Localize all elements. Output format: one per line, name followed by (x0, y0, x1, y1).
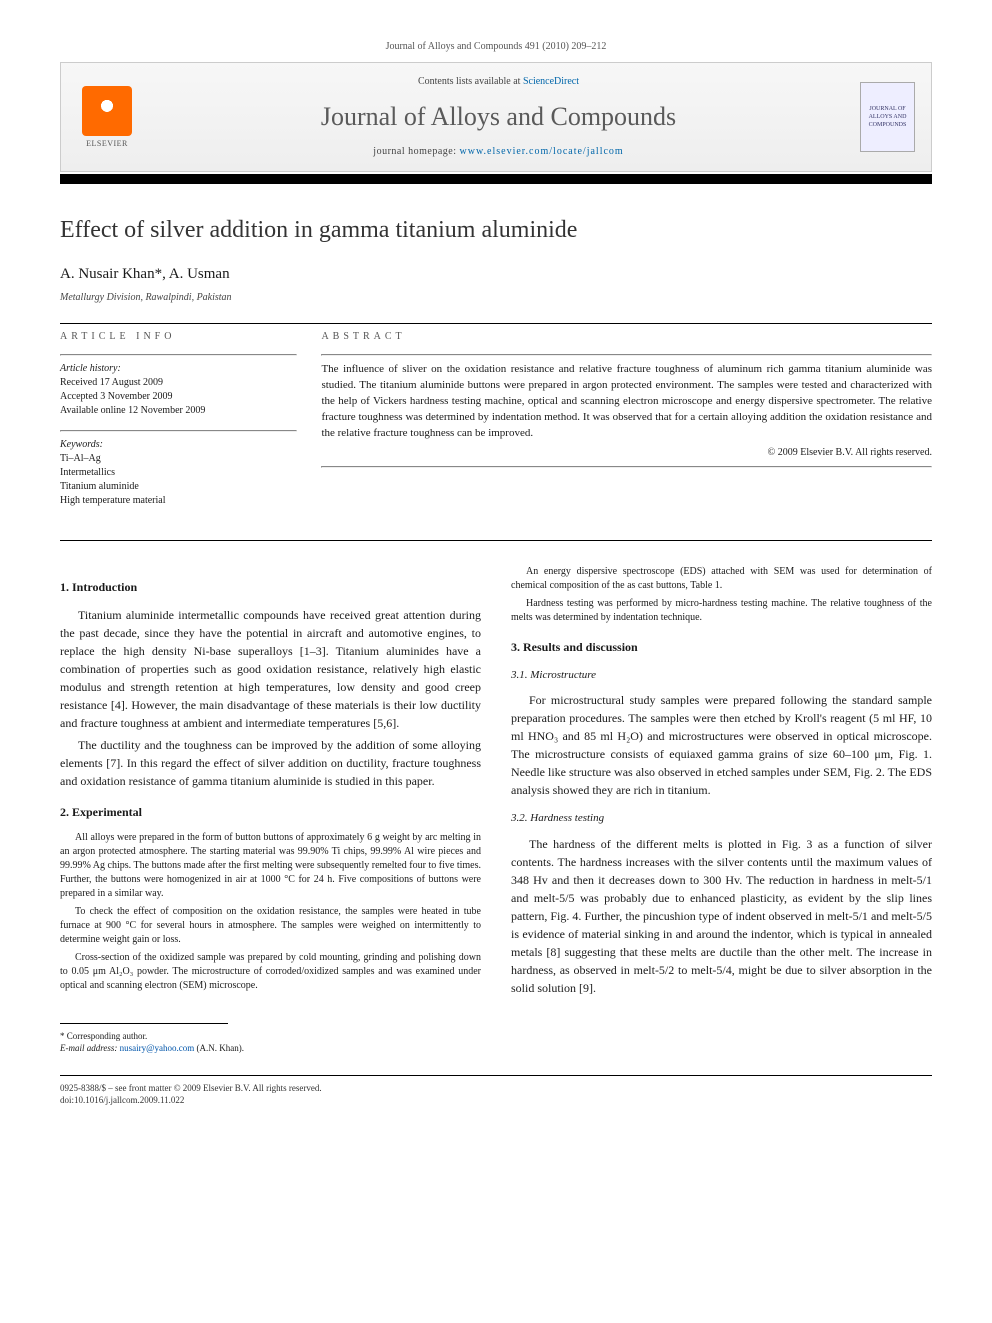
paragraph: Cross-section of the oxidized sample was… (60, 951, 481, 993)
section-heading: 3. Results and discussion (511, 639, 932, 656)
right-column: An energy dispersive spectroscope (EDS) … (511, 565, 932, 1055)
contents-line: Contents lists available at ScienceDirec… (153, 75, 844, 89)
divider (60, 323, 932, 324)
affiliation: Metallurgy Division, Rawalpindi, Pakista… (60, 291, 932, 305)
article-info-column: ARTICLE INFO Article history: Received 1… (60, 330, 297, 520)
abstract-text: The influence of sliver on the oxidation… (321, 362, 932, 442)
subsection-heading: 3.1. Microstructure (511, 668, 932, 683)
masthead: ELSEVIER Contents lists available at Sci… (60, 62, 932, 172)
bottom-bar: 0925-8388/$ – see front matter © 2009 El… (60, 1075, 932, 1107)
info-heading: ARTICLE INFO (60, 330, 297, 344)
publisher-name: ELSEVIER (86, 138, 128, 149)
paragraph: To check the effect of composition on th… (60, 905, 481, 947)
keyword: Titanium aluminide (60, 480, 297, 494)
divider (60, 430, 297, 432)
paragraph: All alloys were prepared in the form of … (60, 831, 481, 901)
abstract-column: ABSTRACT The influence of sliver on the … (321, 330, 932, 520)
doi-line: doi:10.1016/j.jallcom.2009.11.022 (60, 1094, 932, 1107)
received-date: Received 17 August 2009 (60, 376, 297, 390)
history-label: Article history: (60, 362, 297, 376)
journal-title: Journal of Alloys and Compounds (153, 99, 844, 135)
publisher-logo: ELSEVIER (77, 82, 137, 152)
section-heading: 2. Experimental (60, 804, 481, 821)
section-heading: 1. Introduction (60, 579, 481, 596)
paragraph: For microstructural study samples were p… (511, 691, 932, 799)
abstract-copyright: © 2009 Elsevier B.V. All rights reserved… (321, 446, 932, 460)
keywords-label: Keywords: (60, 438, 297, 452)
journal-cover-thumbnail: JOURNAL OF ALLOYS AND COMPOUNDS (860, 82, 915, 152)
footnote-separator (60, 1023, 228, 1024)
corresponding-author: * Corresponding author. (60, 1030, 481, 1043)
journal-reference: Journal of Alloys and Compounds 491 (201… (60, 40, 932, 54)
footnote-block: * Corresponding author. E-mail address: … (60, 1030, 481, 1055)
left-column: 1. Introduction Titanium aluminide inter… (60, 565, 481, 1055)
paragraph: An energy dispersive spectroscope (EDS) … (511, 565, 932, 593)
email-suffix: (A.N. Khan). (194, 1043, 244, 1053)
accepted-date: Accepted 3 November 2009 (60, 390, 297, 404)
divider (321, 466, 932, 468)
contents-prefix: Contents lists available at (418, 76, 523, 87)
email-label: E-mail address: (60, 1043, 120, 1053)
keyword: Intermetallics (60, 466, 297, 480)
email-link[interactable]: nusairy@yahoo.com (120, 1043, 195, 1053)
page: Journal of Alloys and Compounds 491 (201… (0, 0, 992, 1147)
online-date: Available online 12 November 2009 (60, 404, 297, 418)
elsevier-tree-icon (82, 86, 132, 136)
homepage-line: journal homepage: www.elsevier.com/locat… (153, 145, 844, 159)
divider (321, 354, 932, 356)
email-line: E-mail address: nusairy@yahoo.com (A.N. … (60, 1042, 481, 1055)
abstract-heading: ABSTRACT (321, 330, 932, 344)
keywords-block: Keywords: Ti–Al–Ag Intermetallics Titani… (60, 438, 297, 508)
masthead-center: Contents lists available at ScienceDirec… (153, 75, 844, 159)
info-abstract-row: ARTICLE INFO Article history: Received 1… (60, 330, 932, 520)
homepage-link[interactable]: www.elsevier.com/locate/jallcom (460, 146, 624, 157)
divider (60, 540, 932, 541)
paragraph: The hardness of the different melts is p… (511, 835, 932, 997)
divider-bar (60, 174, 932, 184)
authors: A. Nusair Khan*, A. Usman (60, 264, 932, 285)
divider (60, 354, 297, 356)
article-title: Effect of silver addition in gamma titan… (60, 214, 932, 248)
article-history: Article history: Received 17 August 2009… (60, 362, 297, 418)
body-columns: 1. Introduction Titanium aluminide inter… (60, 565, 932, 1055)
paragraph: The ductility and the toughness can be i… (60, 736, 481, 790)
keyword: High temperature material (60, 494, 297, 508)
paragraph: Titanium aluminide intermetallic compoun… (60, 606, 481, 732)
issn-line: 0925-8388/$ – see front matter © 2009 El… (60, 1082, 932, 1095)
sciencedirect-link[interactable]: ScienceDirect (523, 76, 579, 87)
keyword: Ti–Al–Ag (60, 452, 297, 466)
paragraph: Hardness testing was performed by micro-… (511, 597, 932, 625)
homepage-prefix: journal homepage: (373, 146, 459, 157)
subsection-heading: 3.2. Hardness testing (511, 811, 932, 826)
cover-text: JOURNAL OF ALLOYS AND COMPOUNDS (863, 105, 912, 130)
